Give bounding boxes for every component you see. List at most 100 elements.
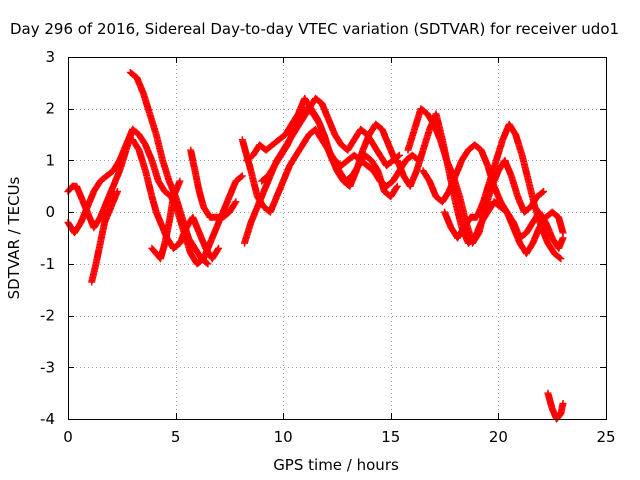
data-point bbox=[161, 188, 174, 200]
y-tick-label: -3 bbox=[40, 358, 55, 376]
data-point bbox=[324, 115, 338, 137]
series-arc-14 bbox=[419, 141, 567, 257]
data-point bbox=[284, 127, 297, 149]
data-point bbox=[309, 110, 323, 127]
x-tick-label: 15 bbox=[381, 428, 400, 446]
data-point bbox=[126, 69, 140, 81]
data-point bbox=[88, 261, 100, 286]
data-point bbox=[219, 194, 233, 216]
data-point bbox=[522, 241, 536, 257]
y-tick-label: -4 bbox=[40, 410, 55, 428]
data-point bbox=[185, 234, 198, 251]
data-point bbox=[169, 179, 183, 201]
data-point bbox=[548, 208, 562, 220]
data-point bbox=[262, 142, 275, 154]
data-point bbox=[195, 188, 207, 210]
data-point bbox=[290, 111, 304, 133]
data-point bbox=[169, 240, 183, 252]
data-point bbox=[154, 177, 168, 194]
data-point bbox=[430, 120, 444, 142]
data-point bbox=[243, 152, 256, 164]
series-arc-3 bbox=[88, 188, 121, 286]
data-point bbox=[238, 172, 246, 180]
data-point bbox=[520, 204, 534, 216]
data-point bbox=[469, 230, 482, 247]
data-point bbox=[507, 172, 521, 199]
y-tick-label: 2 bbox=[45, 100, 55, 118]
data-point bbox=[109, 158, 123, 175]
data-point bbox=[191, 167, 203, 194]
x-tick-label: 25 bbox=[596, 428, 615, 446]
chart-title: Day 296 of 2016, Sidereal Day-to-day VTE… bbox=[10, 20, 619, 38]
x-tick-label: 5 bbox=[171, 428, 181, 446]
data-point bbox=[426, 177, 439, 199]
data-point bbox=[299, 132, 312, 149]
x-tick-label: 0 bbox=[63, 428, 73, 446]
data-point bbox=[90, 215, 103, 232]
data-point bbox=[359, 132, 373, 154]
data-point bbox=[342, 173, 355, 185]
data-point bbox=[101, 204, 114, 226]
y-tick-label: 3 bbox=[45, 48, 55, 66]
data-point bbox=[266, 194, 280, 216]
data-point bbox=[152, 131, 166, 163]
data-point bbox=[232, 198, 240, 206]
data-point bbox=[109, 168, 123, 190]
data-point bbox=[135, 146, 149, 173]
data-point bbox=[479, 179, 493, 206]
data-point bbox=[142, 141, 155, 163]
data-point bbox=[406, 168, 420, 190]
data-point bbox=[525, 177, 539, 209]
data-point bbox=[505, 120, 519, 137]
data-point bbox=[533, 188, 546, 201]
data-point bbox=[337, 157, 351, 170]
data-point bbox=[271, 153, 284, 170]
grid bbox=[68, 57, 606, 419]
data-point bbox=[225, 199, 239, 216]
data-point bbox=[544, 389, 556, 411]
data-point bbox=[135, 131, 149, 148]
y-tick-label: -2 bbox=[40, 307, 55, 325]
data-point bbox=[286, 153, 299, 170]
data-point bbox=[247, 167, 261, 199]
data-point bbox=[441, 208, 454, 230]
y-tick-label: -1 bbox=[40, 255, 55, 273]
data-point bbox=[417, 105, 430, 117]
data-point bbox=[273, 179, 287, 201]
data-point bbox=[451, 158, 465, 180]
y-tick-label: 1 bbox=[45, 151, 55, 169]
data-point bbox=[215, 244, 223, 252]
data-point bbox=[301, 94, 314, 111]
data-point bbox=[303, 105, 316, 117]
data-point bbox=[385, 141, 398, 163]
data-point bbox=[77, 193, 91, 215]
data-point bbox=[477, 146, 491, 168]
data-point bbox=[116, 148, 130, 175]
data-point bbox=[348, 163, 362, 180]
data-point bbox=[157, 241, 168, 263]
data-point bbox=[550, 250, 564, 262]
data-point bbox=[71, 220, 84, 237]
x-axis-title: GPS time / hours bbox=[273, 456, 399, 474]
data-point bbox=[176, 177, 184, 185]
data-point bbox=[544, 239, 557, 256]
data-point bbox=[197, 255, 211, 267]
data-point bbox=[176, 225, 190, 247]
data-point bbox=[219, 209, 232, 221]
y-tick-label: 0 bbox=[45, 203, 55, 221]
data-point bbox=[139, 89, 153, 116]
x-tick-label: 20 bbox=[489, 428, 508, 446]
data-point bbox=[492, 137, 506, 164]
data-point bbox=[322, 141, 336, 163]
data-point bbox=[357, 125, 370, 138]
data-point bbox=[383, 157, 396, 170]
data-point bbox=[514, 193, 528, 215]
data-point bbox=[225, 179, 239, 201]
data-point bbox=[423, 110, 437, 127]
data-point bbox=[103, 168, 116, 180]
data-point bbox=[471, 141, 484, 153]
data-point bbox=[529, 225, 543, 247]
data-point bbox=[367, 156, 381, 173]
